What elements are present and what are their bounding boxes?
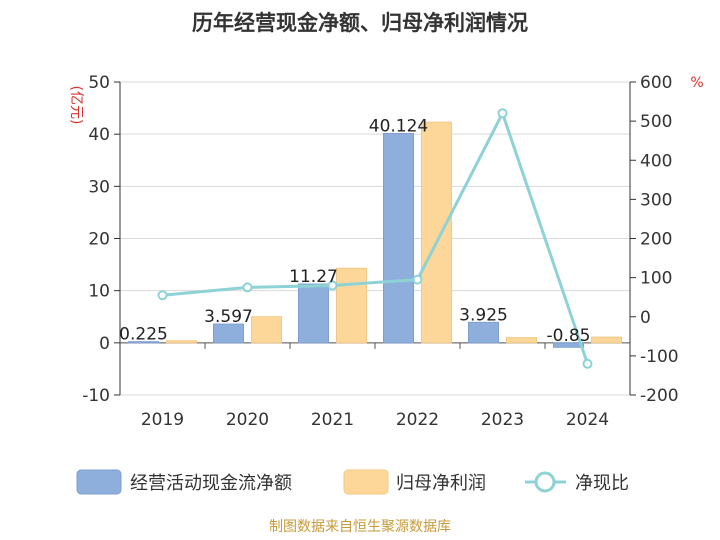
source-note: 制图数据来自恒生聚源数据库 [269, 519, 451, 535]
bar [213, 323, 244, 344]
bar [591, 336, 622, 344]
bar [506, 337, 537, 344]
right-tick-label: 400 [640, 151, 672, 171]
x-tick-label: 2021 [311, 410, 354, 430]
ratio-point [327, 280, 338, 291]
left-tick-label: 0 [99, 334, 110, 354]
bar [251, 316, 282, 344]
data-label: 40.124 [369, 117, 428, 137]
right-tick-label: 100 [640, 269, 672, 289]
ratio-polyline [162, 109, 589, 365]
data-label: -0.85 [547, 326, 591, 346]
chart-title: 历年经营现金净额、归母净利润情况 [192, 11, 528, 35]
bar [468, 321, 499, 344]
left-tick-label: 10 [88, 282, 110, 302]
axes: -1001020304050-200-100010020030040050060… [82, 73, 678, 430]
ratio-line [157, 108, 593, 369]
left-tick-label: 50 [88, 73, 110, 93]
bars [128, 121, 622, 348]
left-tick-label: 30 [88, 177, 110, 197]
right-tick-label: 0 [640, 308, 651, 328]
legend-swatch-cashflow [76, 469, 122, 495]
ratio-point [412, 274, 423, 285]
bar [128, 341, 159, 344]
data-label: 11.27 [289, 267, 338, 287]
ratio-point [497, 108, 508, 119]
legend-label-profit: 归母净利润 [396, 473, 486, 494]
data-label: 0.225 [119, 325, 168, 345]
x-tick-label: 2019 [141, 410, 184, 430]
legend-swatch-profit [343, 469, 389, 495]
right-tick-label: 500 [640, 112, 672, 132]
x-tick-label: 2023 [481, 410, 524, 430]
left-tick-label: 20 [88, 230, 110, 250]
right-axis-unit: % [690, 75, 703, 91]
bar [421, 121, 452, 344]
legend-label-ratio: 净现比 [575, 473, 629, 494]
bar [383, 133, 414, 344]
right-tick-label: 300 [640, 190, 672, 210]
right-tick-label: -100 [640, 347, 679, 367]
legend: 经营活动现金流净额 归母净利润 净现比 [76, 469, 629, 495]
bar [298, 283, 329, 344]
x-tick-label: 2020 [226, 410, 269, 430]
ratio-point [582, 358, 593, 369]
legend-marker-ratio [534, 471, 556, 493]
ratio-point [242, 282, 253, 293]
bar [336, 267, 367, 344]
right-tick-label: 600 [640, 73, 672, 93]
ratio-point [157, 290, 168, 301]
left-tick-label: 40 [88, 125, 110, 145]
bar [166, 340, 197, 344]
left-tick-label: -10 [82, 386, 110, 406]
right-tick-label: 200 [640, 230, 672, 250]
x-tick-label: 2024 [566, 410, 609, 430]
right-tick-label: -200 [640, 386, 679, 406]
left-axis-unit: (亿元) [68, 86, 84, 125]
bar [553, 342, 584, 348]
data-label: 3.925 [459, 305, 508, 325]
data-label: 3.597 [204, 307, 253, 327]
legend-label-cashflow: 经营活动现金流净额 [130, 473, 292, 494]
x-tick-label: 2022 [396, 410, 439, 430]
data-labels: 0.225 3.597 11.27 40.124 3.925 -0.85 [119, 117, 590, 346]
